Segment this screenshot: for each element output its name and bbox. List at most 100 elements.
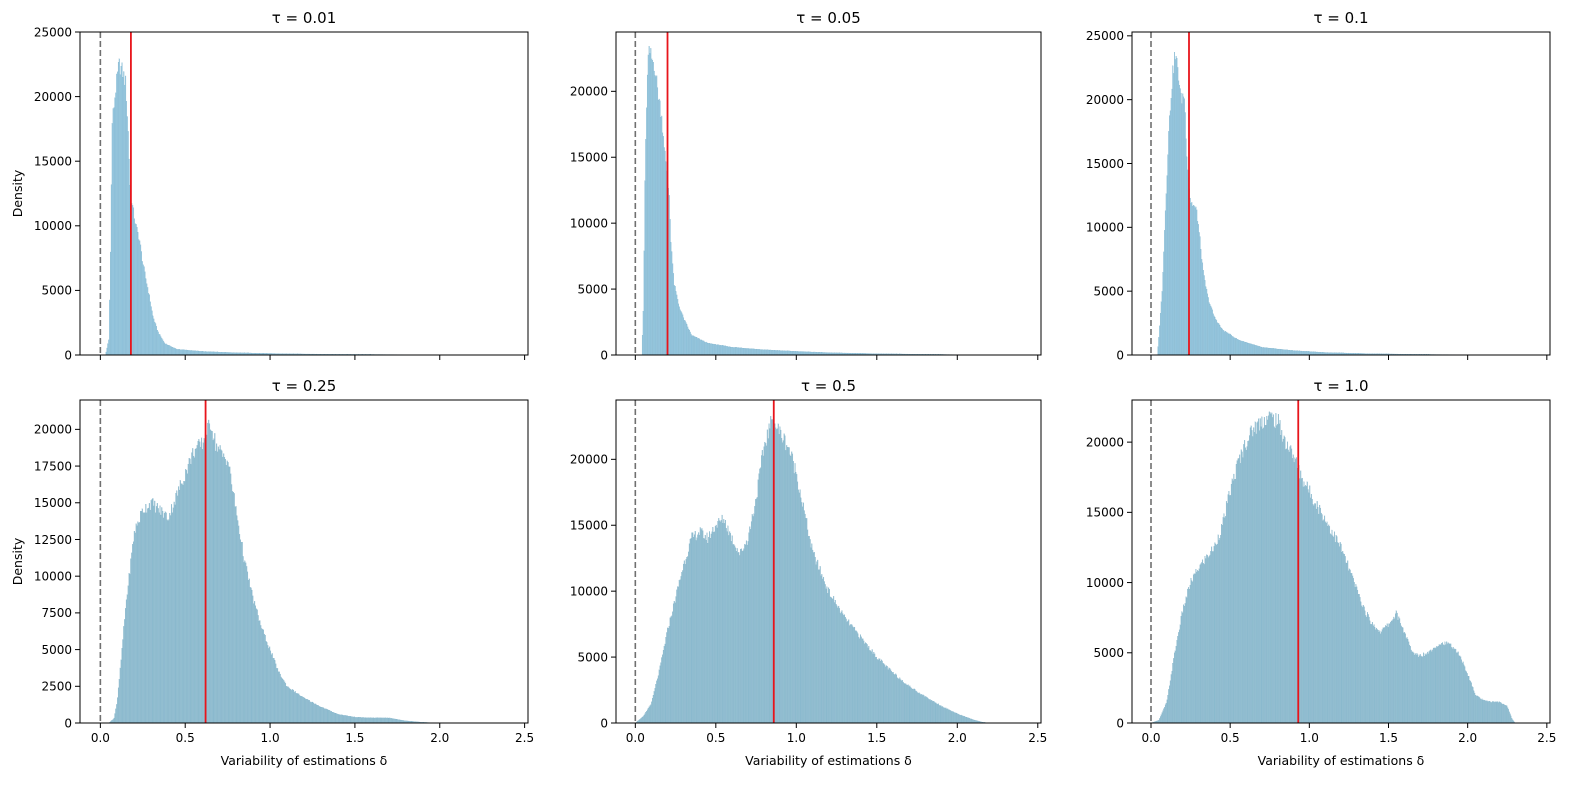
histogram-bar (836, 605, 838, 724)
histogram-bar (1413, 652, 1415, 724)
histogram-bar (1192, 205, 1194, 356)
histogram-bar (719, 345, 721, 356)
histogram-bar (817, 559, 819, 724)
histogram-bar (1385, 625, 1387, 724)
histogram-bar (139, 240, 141, 356)
histogram-bar (1431, 651, 1433, 724)
histogram-bar (714, 526, 716, 724)
histogram-bar (395, 719, 397, 724)
histogram-bar (1163, 251, 1165, 356)
histogram-bar (112, 108, 114, 356)
histogram-bar (317, 705, 319, 724)
histogram-bar (1251, 430, 1253, 724)
histogram-bar (769, 428, 771, 724)
histogram-bar (1477, 696, 1479, 724)
x-tick-label: 2.5 (1537, 731, 1556, 745)
histogram-bar (1297, 350, 1299, 356)
histogram-bar (187, 350, 189, 356)
histogram-bar (1170, 674, 1172, 724)
histogram-bar (875, 657, 877, 724)
histogram-bar (202, 442, 204, 724)
histogram-bar (678, 580, 680, 724)
histogram-bar (140, 511, 142, 724)
histogram-bar (776, 429, 778, 724)
histogram-bar (789, 454, 791, 724)
histogram-bar (110, 251, 112, 356)
histogram-bar (790, 456, 792, 724)
histogram-bar (1307, 351, 1309, 356)
histogram-bar (1270, 414, 1272, 724)
histogram-bar (346, 715, 348, 724)
histogram-bar (124, 84, 126, 356)
histogram-bar (777, 350, 779, 356)
histogram-bar (745, 544, 747, 724)
histogram-bar (1281, 430, 1283, 724)
histogram-bar (677, 586, 679, 724)
histogram-bar (821, 574, 823, 724)
histogram-bar (1252, 344, 1254, 356)
histogram-bar (115, 92, 117, 356)
histogram-bar (160, 514, 162, 724)
histogram-bar (369, 717, 371, 724)
histogram-bar (826, 586, 828, 724)
histogram-bar (749, 348, 751, 356)
histogram-bar (657, 99, 659, 356)
histogram-bar (1426, 653, 1428, 724)
histogram-bar (1328, 524, 1330, 724)
histogram-bar (930, 700, 932, 724)
histogram-bar (1169, 680, 1171, 724)
histogram-bar (201, 437, 203, 724)
histogram-bar (1203, 564, 1205, 724)
histogram-bar (139, 522, 141, 724)
histogram-bar (185, 469, 187, 724)
histogram-bar (1246, 342, 1248, 356)
histogram-bar (389, 717, 391, 724)
histogram-bar (761, 349, 763, 356)
histogram-bar (1395, 610, 1397, 724)
histogram-bar (927, 697, 929, 724)
histogram-bar (174, 348, 176, 356)
histogram-bar (261, 628, 263, 724)
y-tick-label: 20000 (570, 85, 608, 99)
histogram-bar (755, 348, 757, 356)
histogram-bar (131, 552, 133, 724)
histogram-bar (802, 351, 804, 356)
histogram-bar (1417, 654, 1419, 724)
histogram-bar (1202, 563, 1204, 724)
histogram-bar (1410, 649, 1412, 724)
histogram-bar (125, 599, 127, 724)
histogram-bar (876, 659, 878, 724)
y-tick-label: 20000 (570, 453, 608, 467)
histogram-bar (921, 695, 923, 724)
histogram-bar (1277, 349, 1279, 356)
histogram-bar (1429, 650, 1431, 724)
histogram-bar (194, 350, 196, 356)
histogram-bar (641, 335, 643, 356)
histogram-bar (190, 464, 192, 724)
histogram-bar (1338, 546, 1340, 724)
histogram-bar (646, 107, 648, 356)
histogram-bar (718, 344, 720, 356)
histogram-bar (280, 676, 282, 724)
histogram-bar (1178, 629, 1180, 724)
y-tick-label: 20000 (34, 90, 72, 104)
histogram-bar (327, 709, 329, 724)
histogram-bar (153, 318, 155, 356)
histogram-bar (669, 219, 671, 356)
histogram-bar (771, 350, 773, 356)
histogram-bar (301, 696, 303, 724)
histogram-bar (1353, 582, 1355, 724)
histogram-bar (910, 687, 912, 724)
histogram-bar (1485, 700, 1487, 724)
histogram-bar (231, 491, 234, 724)
histogram-bar (664, 643, 666, 724)
histogram-bar (1446, 643, 1448, 724)
histogram-bar (736, 548, 738, 724)
histogram-bar (795, 472, 797, 724)
x-tick-label: 0.5 (1221, 731, 1240, 745)
histogram-bar (1249, 427, 1251, 724)
histogram-bar (703, 341, 705, 356)
histogram-bar (1299, 478, 1301, 724)
histogram-bar (132, 544, 134, 724)
histogram-bar (740, 549, 742, 724)
